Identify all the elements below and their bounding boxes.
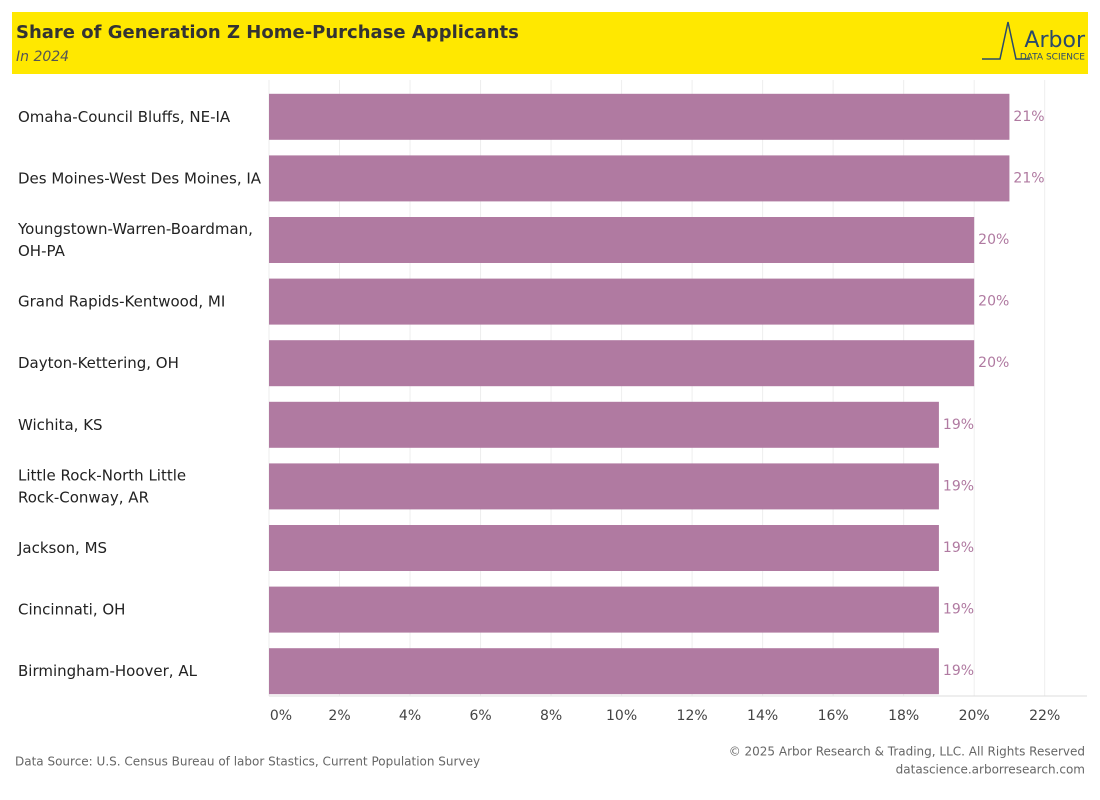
x-tick-label: 6% [469, 708, 491, 724]
value-label: 19% [943, 602, 974, 618]
value-label: 20% [978, 232, 1009, 248]
header-band [12, 12, 1088, 74]
bar [269, 586, 939, 633]
value-label: 21% [1013, 109, 1044, 125]
y-tick-label: Wichita, KS [18, 415, 103, 433]
x-tick-label: 4% [399, 708, 421, 724]
y-tick-label: Grand Rapids-Kentwood, MI [18, 292, 225, 310]
value-label: 19% [943, 478, 974, 494]
copyright: © 2025 Arbor Research & Trading, LLC. Al… [729, 745, 1085, 759]
x-tick-label: 0% [270, 708, 292, 724]
bar [269, 155, 1010, 202]
bar [269, 217, 975, 263]
y-tick-label: Jackson, MS [17, 539, 107, 557]
x-tick-label: 16% [818, 708, 849, 724]
value-label: 20% [978, 355, 1009, 371]
y-tick-label: Des Moines-West Des Moines, IA [18, 169, 262, 187]
logo-tagline: DATA SCIENCE [1020, 53, 1085, 63]
x-tick-label: 12% [677, 708, 708, 724]
bar [269, 93, 1010, 140]
x-tick-label: 2% [328, 708, 350, 724]
bar [269, 401, 939, 448]
x-tick-label: 10% [606, 708, 637, 724]
x-tick-label: 14% [747, 708, 778, 724]
value-label: 20% [978, 294, 1009, 310]
logo-mark [982, 21, 1030, 60]
y-tick-label: Youngstown-Warren-Boardman, OH-PA [17, 220, 253, 260]
y-tick-label: Birmingham-Hoover, AL [18, 662, 198, 680]
x-tick-label: 8% [540, 708, 562, 724]
value-label: 19% [943, 663, 974, 679]
logo-name: Arbor [1024, 28, 1086, 53]
bar [269, 463, 939, 510]
y-tick-label: Omaha-Council Bluffs, NE-IA [18, 107, 231, 125]
y-tick-label: Little Rock-North Little Rock-Conway, AR [18, 466, 186, 506]
source-note: Data Source: U.S. Census Bureau of labor… [15, 755, 480, 769]
value-label: 19% [943, 417, 974, 433]
bar [269, 648, 939, 695]
y-tick-label: Cincinnati, OH [18, 600, 125, 618]
bar [269, 340, 975, 387]
value-label: 19% [943, 540, 974, 556]
chart-subtitle: In 2024 [16, 49, 69, 65]
x-tick-label: 22% [1029, 708, 1060, 724]
value-label: 21% [1013, 170, 1044, 186]
y-tick-label: Dayton-Kettering, OH [18, 354, 179, 372]
chart-title: Share of Generation Z Home-Purchase Appl… [16, 22, 519, 43]
x-tick-label: 18% [888, 708, 919, 724]
bar [269, 278, 975, 325]
bar [269, 525, 939, 571]
x-tick-label: 20% [959, 708, 990, 724]
website: datascience.arborresearch.com [896, 763, 1085, 777]
